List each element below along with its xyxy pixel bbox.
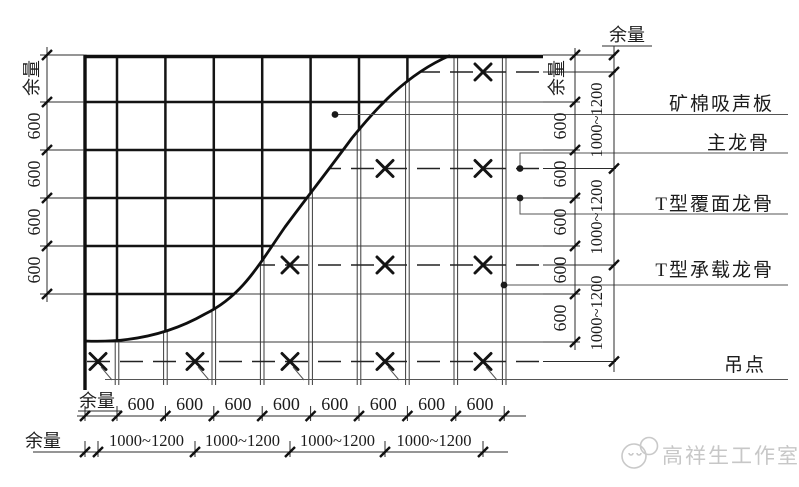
studio-logo-icon	[621, 436, 659, 469]
bottom-600-label: 600	[273, 394, 300, 414]
right-1000-1200-label: 1000~1200	[587, 180, 606, 255]
cross-tee-rows	[85, 101, 543, 343]
bottom-1000-1200-label: 1000~1200	[205, 431, 280, 450]
panel-callout-label: 矿棉吸声板	[669, 93, 774, 115]
studio-watermark-text: 高祥生工作室	[662, 444, 799, 468]
left-extension-stubs	[40, 54, 84, 295]
left-600-label: 600	[24, 113, 44, 140]
right-600-label: 600	[550, 305, 570, 332]
hang-point-callout-label: 吊点	[724, 354, 766, 376]
hang-point-marks	[88, 62, 493, 371]
hang-point-leader-ticks	[100, 366, 498, 381]
right-1000-1200-label: 1000~1200	[587, 83, 606, 158]
bottom-1000-1200-label: 1000~1200	[109, 431, 184, 450]
bottom-600-label: 600	[321, 394, 348, 414]
right-1000-1200-label: 1000~1200	[587, 276, 606, 351]
main-runner-rows	[87, 71, 543, 363]
bottom-margin-label: 余量	[79, 391, 115, 411]
bottom-600-label: 600	[467, 394, 494, 414]
panel-dot	[331, 111, 339, 118]
bearing-tee-callout-label: T型承载龙骨	[655, 259, 774, 281]
bottom-left-margin-label: 余量	[25, 431, 61, 451]
bottom-extension-stubs	[84, 406, 505, 457]
right-extension-stubs	[543, 54, 616, 362]
callout-texts: 矿棉吸声板 主龙骨 T型覆面龙骨 T型承载龙骨 吊点	[655, 93, 774, 376]
left-600-label: 600	[24, 209, 44, 236]
right-600-label: 600	[550, 161, 570, 188]
dimension-lines	[33, 45, 652, 457]
bottom-600-label: 600	[418, 394, 445, 414]
bottom-1000-1200-label: 1000~1200	[397, 431, 472, 450]
bearing-tee-dot	[500, 281, 508, 289]
main-runner-callout-label: 主龙骨	[707, 132, 770, 154]
cover-tee-callout-label: T型覆面龙骨	[655, 193, 774, 215]
right-600-label: 600	[550, 257, 570, 284]
left-600-label: 600	[24, 161, 44, 188]
studio-watermark: 高祥生工作室	[621, 436, 799, 469]
dimension-texts: 余量 600 600 600 600 余量 600 600 600 600 60…	[22, 25, 645, 451]
bottom-600-label: 600	[176, 394, 203, 414]
main-runner-leader-line	[519, 152, 788, 169]
cover-tee-leader-line	[519, 198, 788, 215]
break-curve	[84, 54, 451, 343]
cover-tee-dot	[516, 194, 524, 202]
bottom-1000-1200-label: 1000~1200	[300, 431, 375, 450]
left-600-label: 600	[24, 257, 44, 284]
left-margin-label: 余量	[22, 60, 42, 96]
callout-dots	[331, 111, 524, 289]
top-right-margin-label: 余量	[609, 25, 645, 45]
right-margin-label: 余量	[547, 60, 567, 96]
dimension-ticks	[41, 49, 620, 458]
bottom-600-label: 600	[128, 394, 155, 414]
callout-leaders	[105, 114, 788, 380]
right-600-label: 600	[550, 113, 570, 140]
bottom-600-label: 600	[225, 394, 252, 414]
bottom-600-label: 600	[370, 394, 397, 414]
main-runner-dot	[516, 165, 524, 172]
right-600-label: 600	[550, 209, 570, 236]
